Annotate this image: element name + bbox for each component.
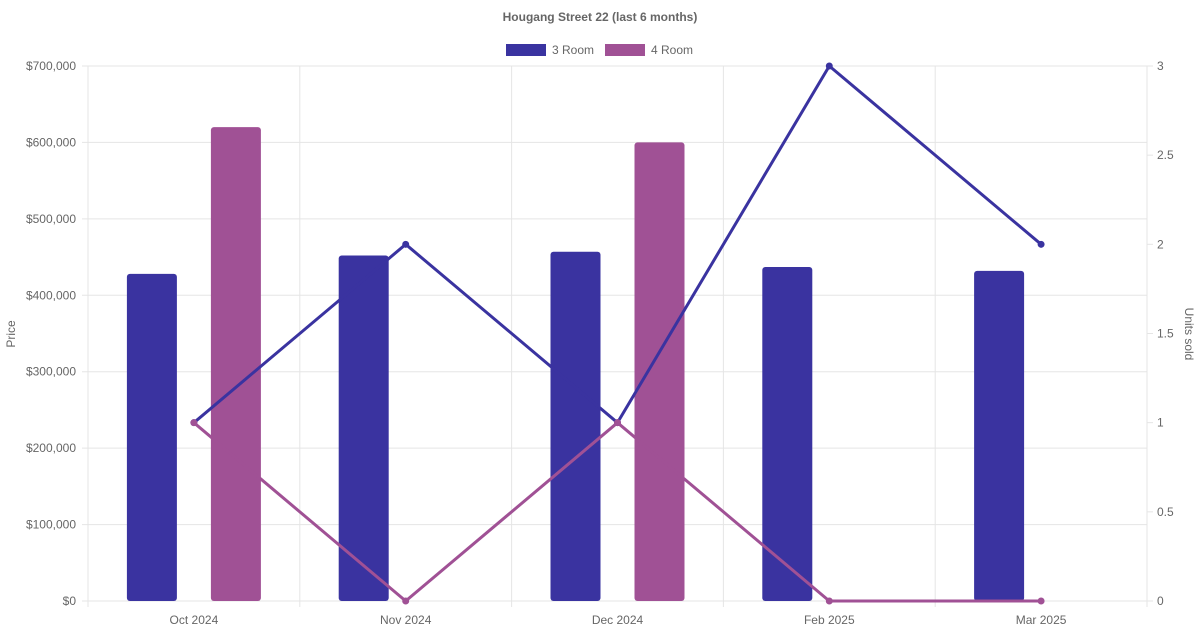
legend-label-4-room: 4 Room [651,43,693,57]
y-tick-label: $0 [63,594,77,608]
bar-3-room [338,255,389,602]
y-tick-label: $500,000 [26,212,76,226]
point-4-room-units [402,597,410,605]
legend: 3 Room 4 Room [506,43,693,57]
x-tick-label: Feb 2025 [804,613,855,627]
legend-swatch-4-room [605,44,645,56]
point-4-room-units [614,419,621,427]
legend-item-3-room[interactable]: 3 Room [506,43,594,57]
y-tick-label: $300,000 [26,365,76,379]
bar-3-room [126,273,177,601]
point-3-room-units [402,240,410,248]
x-tick-label: Oct 2024 [170,613,219,627]
axes-layer: $0 $100,000 $200,000 $300,000 $400,000 $500,0… [26,59,1174,627]
line-4-room-units [192,421,1042,603]
y-axis-title: Price [4,320,18,348]
bars-layer [126,127,1025,602]
point-4-room-units [1037,597,1045,605]
y2-tick-label: 2.5 [1157,148,1174,162]
y2-tick-label: 1.5 [1157,327,1174,341]
y2-tick-label: 0.5 [1157,505,1174,519]
bar-3-room [974,270,1025,601]
y2-tick-label: 2 [1157,237,1164,251]
legend-label-3-room: 3 Room [552,43,594,57]
x-tick-label: Dec 2024 [592,613,644,627]
y-tick-label: $700,000 [26,59,76,73]
point-3-room-units [825,62,833,70]
legend-swatch-3-room [506,44,546,56]
y-tick-label: $100,000 [26,518,76,532]
lines-layer [190,62,1045,605]
x-tick-label: Mar 2025 [1016,613,1067,627]
y2-tick-label: 0 [1157,594,1164,608]
bar-4-room [210,127,261,602]
y2-axis-title: Units sold [1182,308,1196,361]
y-tick-label: $400,000 [26,288,76,302]
y2-tick-label: 3 [1157,59,1164,73]
bar-3-room [550,251,601,601]
x-tick-label: Nov 2024 [380,613,432,627]
y2-tick-label: 1 [1157,416,1164,430]
chart-title: Hougang Street 22 (last 6 months) [503,10,698,24]
line-3-room-units [192,64,1043,425]
point-4-room-units [825,597,833,605]
point-3-room-units [1037,240,1045,248]
y-tick-label: $200,000 [26,441,76,455]
bar-4-room [634,142,685,601]
bar-3-room [762,267,813,601]
legend-item-4-room[interactable]: 4 Room [605,43,693,57]
point-4-room-units [190,419,198,427]
y-tick-label: $600,000 [26,135,76,149]
